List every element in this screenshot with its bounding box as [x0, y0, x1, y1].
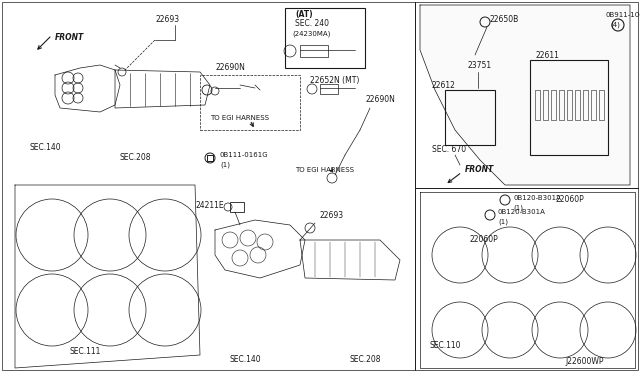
Text: SEC.140: SEC.140 [230, 356, 262, 365]
Text: (24230MA): (24230MA) [292, 31, 330, 37]
Text: SEC. 240: SEC. 240 [295, 19, 329, 29]
Text: SEC.111: SEC.111 [70, 347, 101, 356]
Bar [300, 45, 328, 57]
Bar [285, 8, 365, 68]
Text: 23751: 23751 [468, 61, 492, 70]
Bar [535, 90, 540, 120]
Text: SEC.208: SEC.208 [120, 154, 152, 163]
Text: (AT): (AT) [295, 10, 312, 19]
Text: SEC.140: SEC.140 [30, 144, 61, 153]
Text: 22690N: 22690N [215, 64, 245, 73]
Bar [445, 90, 495, 145]
Text: 22060P: 22060P [555, 196, 584, 205]
Text: TO EGI HARNESS: TO EGI HARNESS [295, 167, 354, 173]
Bar [230, 202, 244, 212]
Text: (4): (4) [610, 22, 620, 28]
Text: 22652N (MT): 22652N (MT) [310, 76, 360, 84]
Text: (1): (1) [513, 205, 523, 211]
Text: 0B111-0161G: 0B111-0161G [220, 152, 269, 158]
Text: TO EGI HARNESS: TO EGI HARNESS [210, 115, 269, 121]
Text: 22693: 22693 [320, 211, 344, 219]
Text: 0B120-B301A: 0B120-B301A [498, 209, 546, 215]
Bar [559, 90, 564, 120]
Polygon shape [420, 5, 630, 185]
Text: FRONT: FRONT [55, 33, 84, 42]
Bar [567, 90, 572, 120]
Text: 0B120-B301A: 0B120-B301A [513, 195, 561, 201]
Text: FRONT: FRONT [465, 166, 494, 174]
Bar [599, 90, 604, 120]
Text: (1): (1) [220, 162, 230, 168]
Bar [551, 90, 556, 120]
Bar [530, 60, 608, 155]
Text: SEC.208: SEC.208 [350, 356, 381, 365]
Text: J22600WP: J22600WP [565, 357, 604, 366]
Bar [207, 155, 213, 161]
Bar [543, 90, 548, 120]
Text: 22693: 22693 [155, 16, 179, 25]
Bar [591, 90, 596, 120]
Text: SEC.110: SEC.110 [430, 340, 461, 350]
Text: 24211E: 24211E [195, 201, 223, 209]
Text: 22690N: 22690N [365, 96, 395, 105]
Text: SEC. 670: SEC. 670 [432, 145, 466, 154]
Text: 22611: 22611 [535, 51, 559, 60]
Text: 22650B: 22650B [490, 16, 519, 25]
Bar [583, 90, 588, 120]
Text: 22060P: 22060P [470, 235, 499, 244]
Bar [575, 90, 580, 120]
Bar [200, 75, 300, 130]
Text: (1): (1) [498, 219, 508, 225]
Bar [320, 84, 338, 94]
Text: 0B911-1062G: 0B911-1062G [606, 12, 640, 18]
Text: 22612: 22612 [432, 80, 456, 90]
